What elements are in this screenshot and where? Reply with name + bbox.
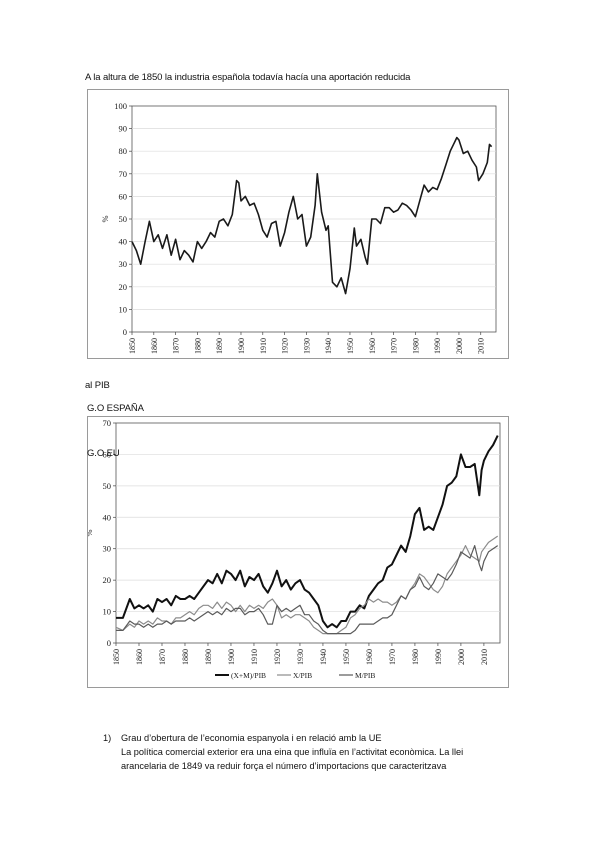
x-tick-label: 2010: [480, 649, 489, 665]
plot-frame: [115, 422, 501, 644]
x-tick-label: 1940: [319, 649, 328, 665]
x-tick-label: 2000: [455, 338, 464, 354]
y-tick-label: 60: [103, 449, 112, 459]
x-tick-label: 1850: [112, 649, 121, 665]
y-tick-label: 20: [119, 282, 128, 292]
x-tick-label: 1980: [411, 338, 420, 354]
chart-industry-share-svg: 0 10 20 30 40 50 60 70 80 90 100 1850 1860 1870 1880 18…: [100, 101, 497, 354]
x-tick-label: 1880: [193, 338, 202, 354]
y-tick-label: 30: [119, 259, 128, 269]
x-tick-label: 2010: [477, 338, 486, 354]
legend-label: M/PIB: [355, 671, 375, 680]
y-tick-label: 40: [103, 512, 112, 522]
go-eu-label: G.O EU: [87, 448, 120, 459]
x-tick-label: 1910: [259, 338, 268, 354]
y-tick-label: 70: [119, 169, 128, 179]
x-tick-label: 1940: [324, 338, 333, 354]
chart-openness-svg: 0 10 20 30 40 50 60 70 1850 1860 1870 1880 1890 1900 1…: [84, 418, 501, 680]
x-tick-label: 1860: [135, 649, 144, 665]
x-tick-label: 1990: [433, 338, 442, 354]
y-tick-label: 20: [103, 575, 112, 585]
y-tick-label: 40: [119, 237, 128, 247]
legend-label: X/PIB: [293, 671, 312, 680]
y-axis-label: %: [100, 215, 110, 222]
x-tick-label: 1990: [434, 649, 443, 665]
x-tick-label: 1930: [302, 338, 311, 354]
x-tick-label: 1890: [215, 338, 224, 354]
x-tick-label: 1970: [390, 338, 399, 354]
series-line: [115, 535, 499, 635]
y-tick-label: 60: [119, 191, 128, 201]
x-tick-label: 1960: [368, 338, 377, 354]
x-tick-label: 1950: [346, 338, 355, 354]
x-tick-label: 1930: [296, 649, 305, 665]
y-tick-label: 70: [103, 418, 112, 428]
y-tick-label: 0: [123, 327, 127, 337]
x-tick-label: 1900: [237, 338, 246, 354]
y-tick-label: 10: [103, 607, 112, 617]
y-tick-label: 0: [107, 638, 111, 648]
x-tick-label: 1950: [342, 649, 351, 665]
series-line: [116, 545, 499, 635]
y-axis-label: %: [88, 529, 94, 536]
x-tick-label: 1900: [227, 649, 236, 665]
y-tick-label: 50: [119, 214, 128, 224]
x-tick-label: 2000: [457, 649, 466, 665]
x-tick-label: 1910: [250, 649, 259, 665]
item-body-line-2: arancelaria de 1849 va reduir força el n…: [121, 761, 447, 771]
go-espana-label: G.O ESPAÑA: [87, 403, 144, 414]
x-tick-label: 1920: [273, 649, 282, 665]
x-tick-label: 1870: [172, 338, 181, 354]
x-tick-label: 1890: [204, 649, 213, 665]
al-pib-line: al PIB: [85, 380, 110, 391]
item-body-line-1: La política comercial exterior era una e…: [121, 747, 464, 757]
x-tick-label: 1850: [128, 338, 137, 354]
x-tick-label: 1880: [181, 649, 190, 665]
legend-label: (X+M)/PIB: [231, 671, 266, 680]
x-tick-label: 1920: [281, 338, 290, 354]
x-tick-label: 1860: [150, 338, 159, 354]
x-tick-label: 1980: [411, 649, 420, 665]
series-line: [116, 435, 499, 629]
y-tick-label: 50: [103, 481, 112, 491]
item-title: Grau d’obertura de l’economia espanyola …: [121, 733, 382, 743]
y-tick-label: 100: [114, 101, 127, 111]
y-tick-label: 30: [103, 544, 112, 554]
chart-industry-share: 0 10 20 30 40 50 60 70 80 90 100 1850 1860 1870 1880 18…: [87, 89, 509, 359]
y-tick-label: 10: [119, 304, 128, 314]
y-tick-label: 90: [119, 124, 128, 134]
y-tick-label: 80: [119, 146, 128, 156]
x-tick-label: 1970: [388, 649, 397, 665]
chart-openness: 0 10 20 30 40 50 60 70 1850 1860 1870 1880 1890 1900 1…: [84, 416, 509, 688]
item-number: 1): [103, 733, 112, 743]
x-tick-label: 1870: [158, 649, 167, 665]
x-tick-label: 1960: [365, 649, 374, 665]
intro-line: A la altura de 1850 la industria español…: [85, 72, 411, 83]
series-line: [131, 136, 493, 295]
